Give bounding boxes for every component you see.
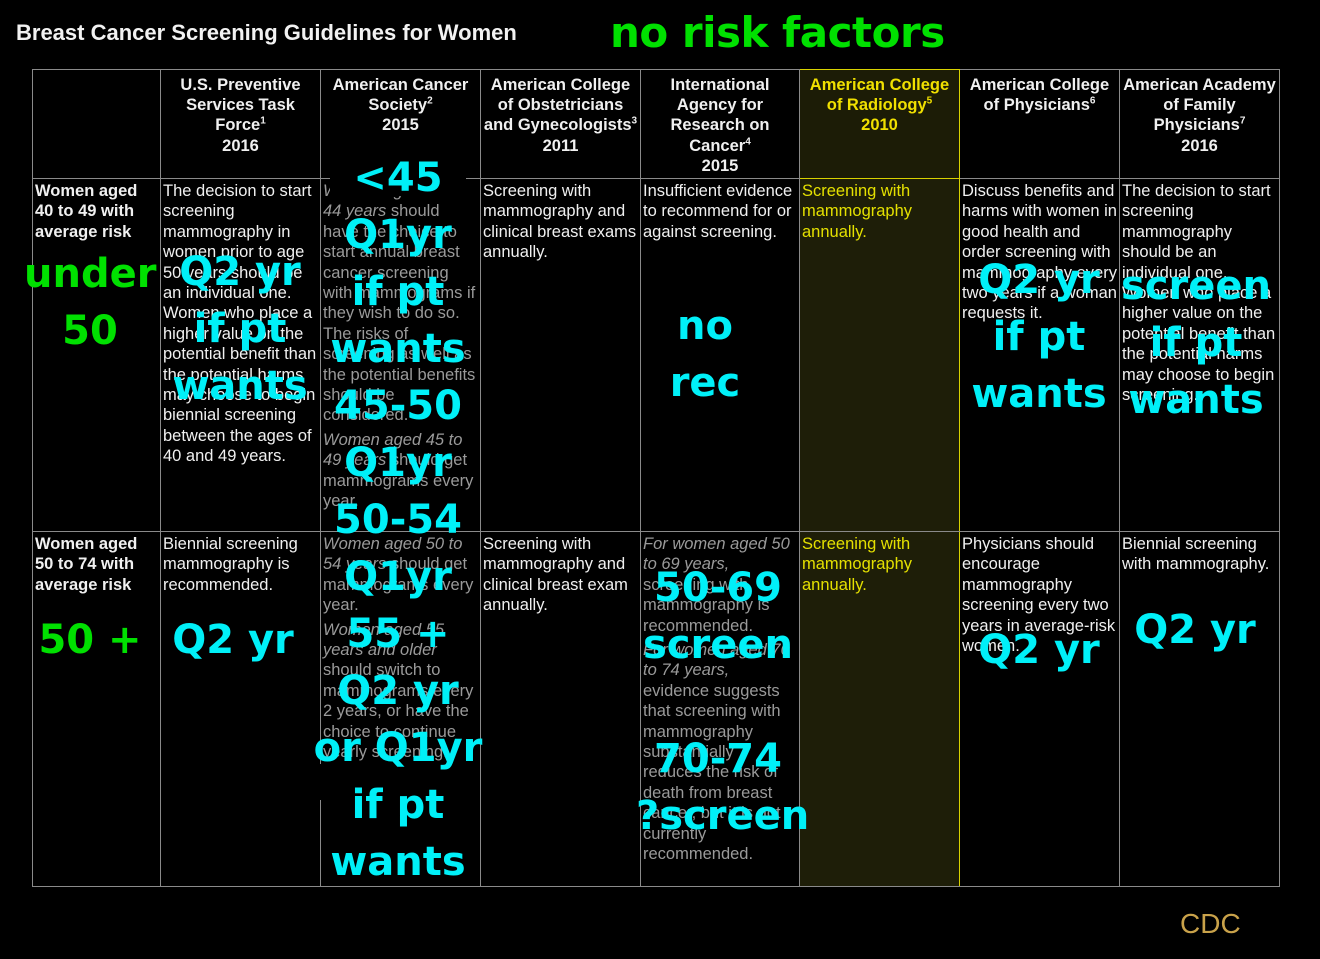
annotation-acp-40-49: Q2 yr if pt wants (971, 257, 1107, 417)
source-label: CDC (1180, 908, 1241, 939)
page-title: Breast Cancer Screening Guidelines for W… (16, 20, 517, 45)
header-uspstf: U.S. Preventive Services Task Force1 2016 (160, 68, 321, 180)
annotation-uspstf-50-74: Q2 yr (172, 617, 294, 663)
header-acp: American College of Physicians6 (959, 68, 1120, 180)
guidelines-table: U.S. Preventive Services Task Force1 2016… (32, 68, 1280, 888)
annotation-acs: <45 Q1yr if pt wants 45-50 Q1yr 50-54 Q1… (313, 155, 483, 885)
cell-acog-50-74: Screening with mammography and clinical … (480, 531, 641, 888)
row-label-40-49: Women aged 40 to 49 with average risk (32, 178, 161, 533)
cell-acp-50-74: Physicians should encourage mammography … (959, 531, 1120, 888)
cell-iarc-50-74: For women aged 50 to 69 years, screening… (640, 531, 800, 888)
risk-note: no risk factors (610, 8, 945, 57)
annotation-50-plus: 50 + (38, 617, 142, 663)
header-iarc: International Agency for Research on Can… (640, 68, 800, 180)
cell-acp-40-49: Discuss benefits and harms with women in… (959, 178, 1120, 533)
cell-uspstf-40-49: The decision to start screening mammogra… (160, 178, 321, 533)
annotation-acp-50-74: Q2 yr (978, 627, 1100, 673)
cell-acog-40-49: Screening with mammography and clinical … (480, 178, 641, 533)
annotation-iarc-40-49: no rec (669, 303, 741, 406)
cell-iarc-40-49: Insufficient evidence to recommend for o… (640, 178, 800, 533)
cell-acs-50-74: Women aged 50 to 54 years should get mam… (320, 531, 481, 888)
cell-aafp-40-49: The decision to start screening mammogra… (1119, 178, 1280, 533)
cell-uspstf-50-74: Biennial screening mammography is recomm… (160, 531, 321, 888)
header-aafp: American Academy of Family Physicians7 20… (1119, 68, 1280, 180)
annotation-aafp-40-49: screen if pt wants (1121, 263, 1271, 423)
annotation-uspstf-40-49: Q2 yr if pt wants (172, 249, 308, 409)
header-acog: American College of Obstetricians and Gy… (480, 68, 641, 180)
corner-cell (32, 68, 161, 180)
annotation-aafp-50-74: Q2 yr (1134, 607, 1256, 653)
table-row: Women aged 50 to 74 with average risk Bi… (32, 531, 1280, 888)
annotation-under-50: under 50 (24, 251, 157, 354)
cell-aafp-50-74: Biennial screening with mammography. (1119, 531, 1280, 888)
row-label-50-74: Women aged 50 to 74 with average risk (32, 531, 161, 888)
header-acr: American College of Radiology5 2010 (799, 68, 960, 180)
acs-annotation-backdrop (318, 764, 480, 800)
header-row: U.S. Preventive Services Task Force1 2016… (32, 68, 1280, 180)
acs-annotation-backdrop (330, 156, 466, 196)
cell-acr-40-49: Screening with mammography annually. (799, 178, 960, 533)
cell-acr-50-74: Screening with mammography annually. (799, 531, 960, 888)
annotation-iarc-50-74: 50-69 screen 70-74 ?screen (636, 565, 810, 839)
